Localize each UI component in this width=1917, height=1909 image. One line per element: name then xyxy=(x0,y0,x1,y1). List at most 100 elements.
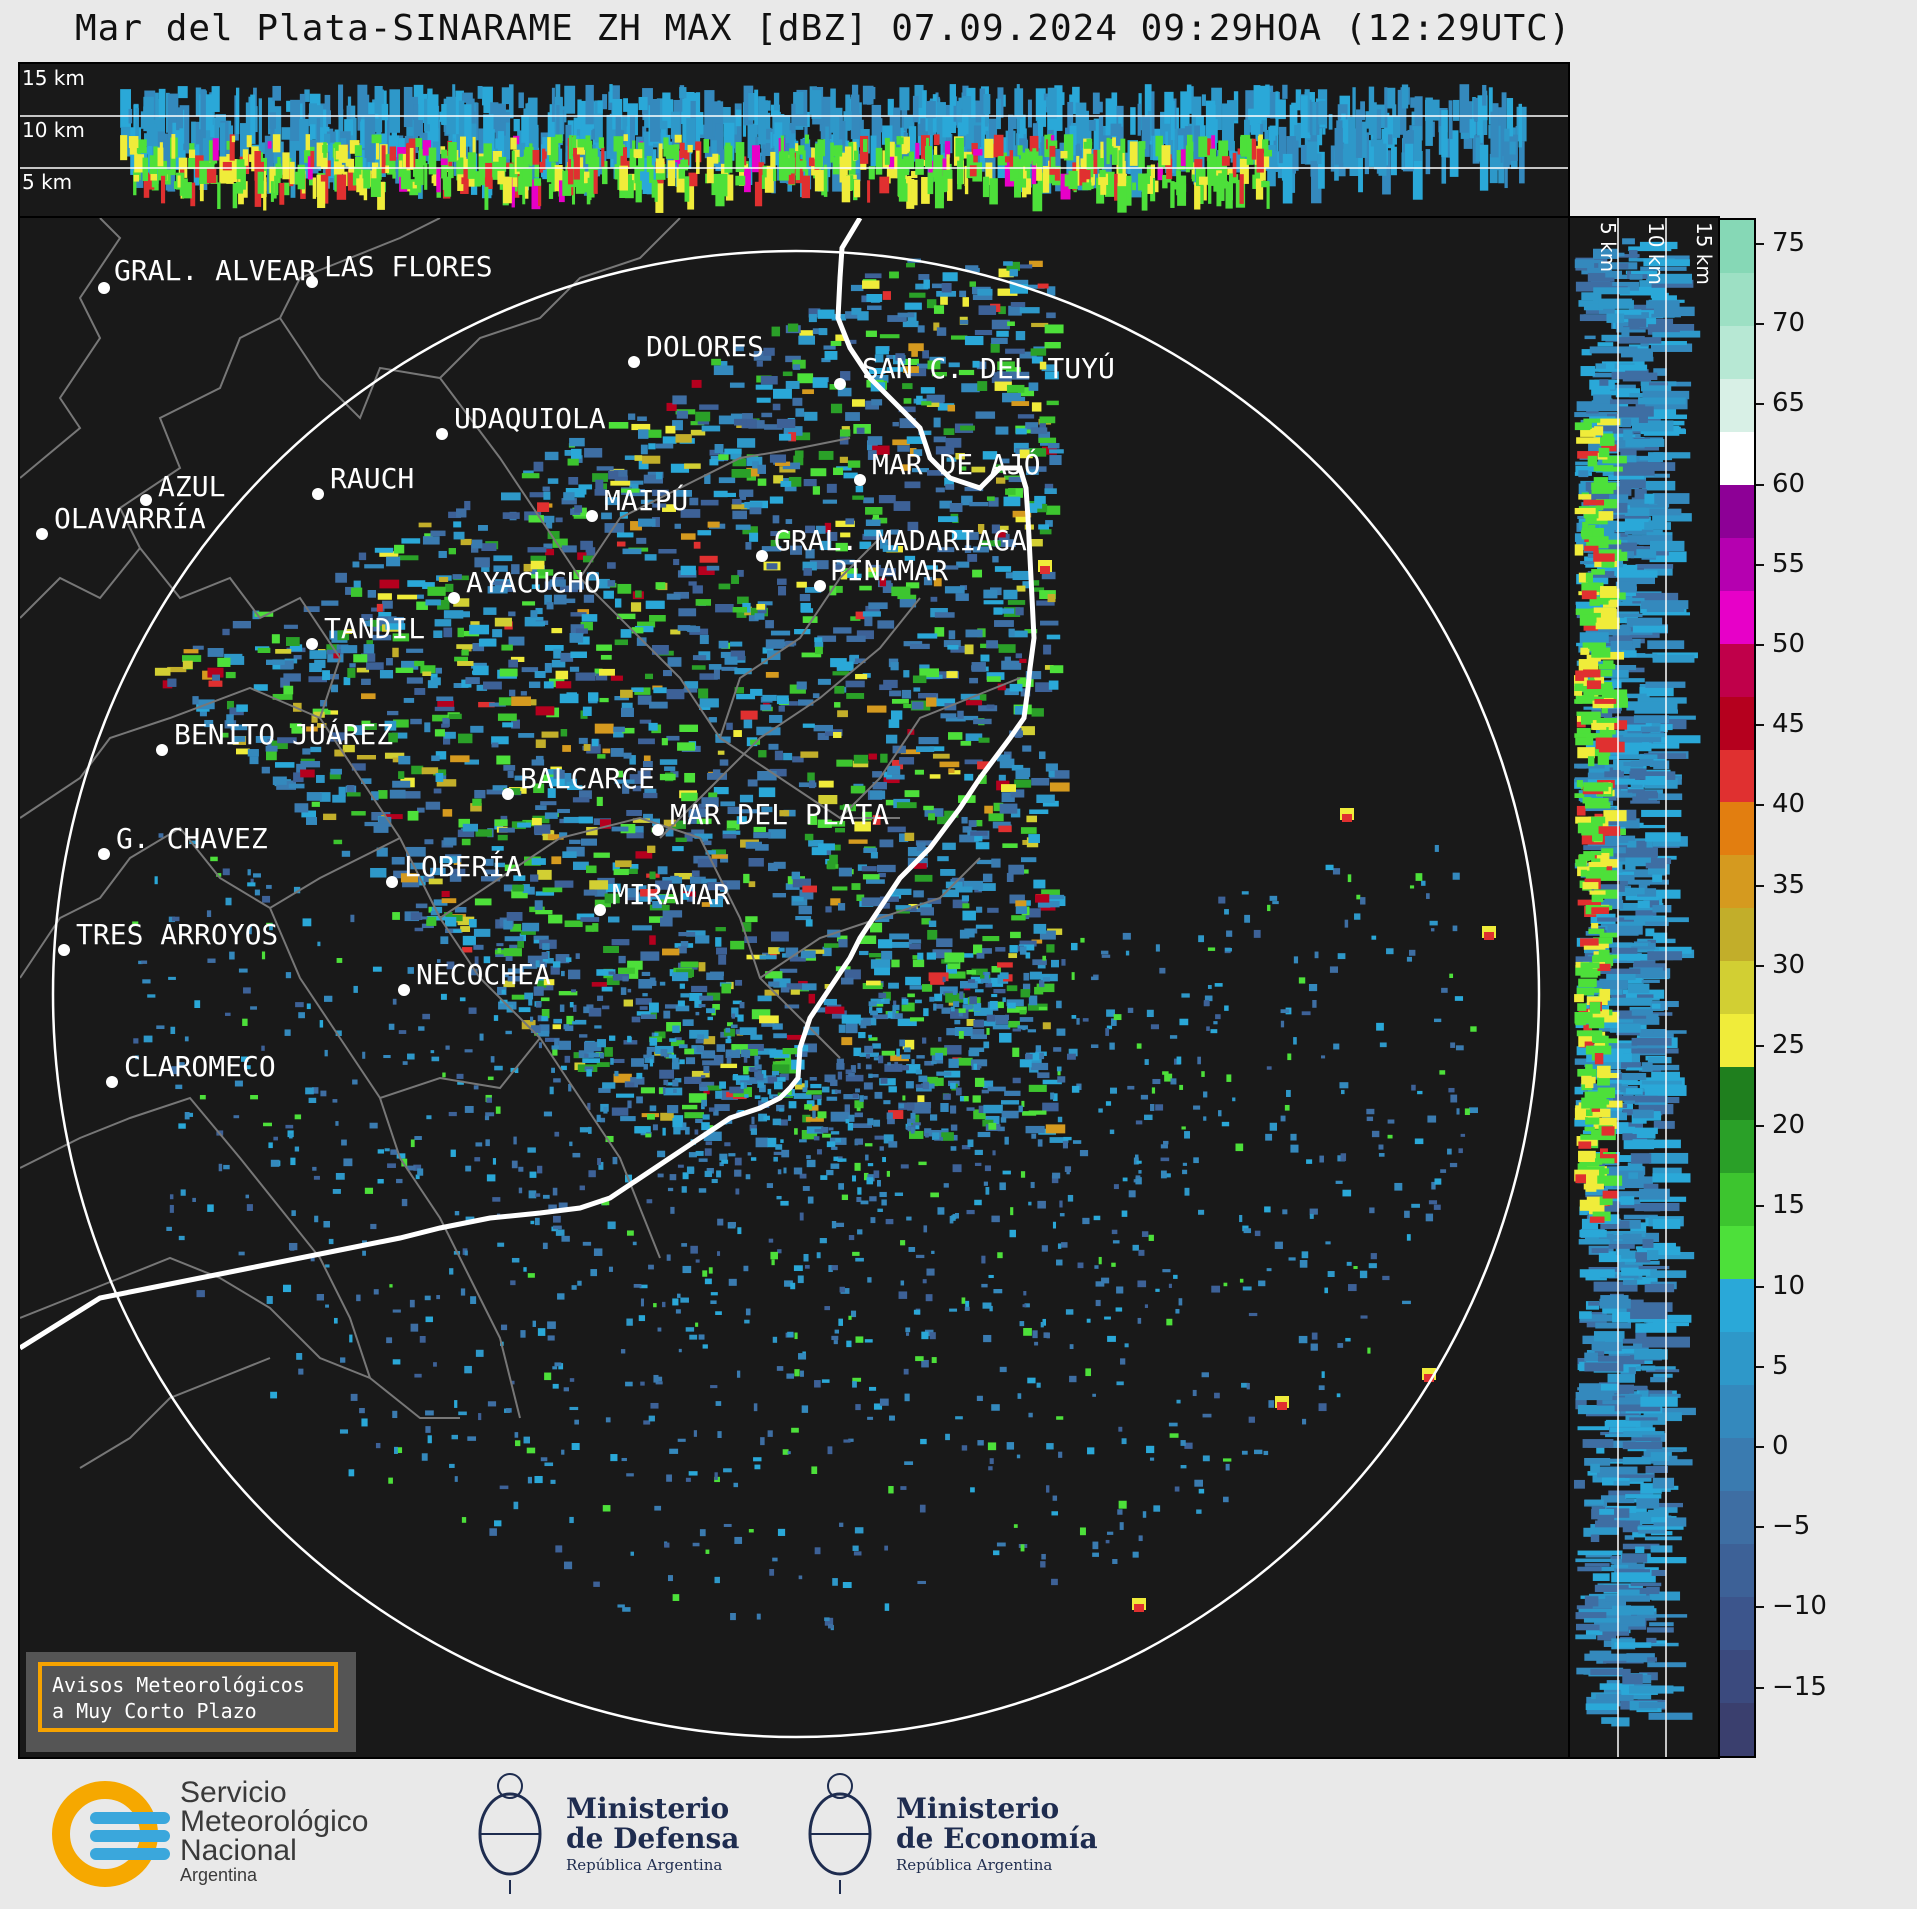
top-label-15km: 15 km xyxy=(22,66,85,90)
city-dot xyxy=(594,904,606,916)
city-dot xyxy=(98,848,110,860)
city-dot xyxy=(98,282,110,294)
colorbar-tick-label: −15 xyxy=(1756,1672,1827,1702)
city-marker: LOBERÍA xyxy=(386,849,522,888)
city-label: OLAVARRÍA xyxy=(54,501,206,535)
dbz-colorbar xyxy=(1718,218,1756,1758)
city-marker: CLAROMECO xyxy=(106,1050,276,1088)
city-marker: OLAVARRÍA xyxy=(36,501,206,540)
colorbar-segment xyxy=(1720,431,1754,485)
avisos-box: Avisos Meteorológicos a Muy Corto Plazo xyxy=(26,1652,356,1752)
defensa-line-1: Ministerio xyxy=(566,1792,730,1825)
city-label: RAUCH xyxy=(330,462,414,495)
colorbar-segment xyxy=(1720,1173,1754,1227)
city-label: G. CHAVEZ xyxy=(116,822,268,855)
top-cross-section-plot xyxy=(20,84,1568,213)
radar-map: GRAL. ALVEAR LAS FLORES DOLORES SAN C. DEL … xyxy=(20,218,1541,1739)
colorbar-segment xyxy=(1720,1596,1754,1650)
smn-line-4: Argentina xyxy=(180,1865,258,1885)
colorbar-tick-label: 10 xyxy=(1755,1271,1805,1301)
city-label: GRAL. MADARIAGA xyxy=(774,524,1027,557)
city-marker: BALCARCE xyxy=(502,762,655,800)
avisos-frame: Avisos Meteorológicos a Muy Corto Plazo xyxy=(38,1662,338,1732)
side-cross-section-panel: 5 km 10 km 15 km xyxy=(1568,216,1720,1759)
colorbar-segment xyxy=(1720,1226,1754,1280)
colorbar-segment xyxy=(1720,749,1754,803)
colorbar-tick-label: −5 xyxy=(1755,1511,1810,1541)
radar-range-ring xyxy=(51,249,1541,1739)
city-dot xyxy=(156,744,168,756)
colorbar-segment xyxy=(1720,1332,1754,1385)
smn-line-3: Nacional xyxy=(180,1834,297,1867)
city-dot xyxy=(628,356,640,368)
city-dot xyxy=(756,550,768,562)
coastline xyxy=(20,218,1037,1351)
side-label-5km: 5 km xyxy=(1596,222,1620,273)
page-title: Mar del Plata-SINARAME ZH MAX [dBZ] 07.0… xyxy=(75,8,1572,49)
city-markers: GRAL. ALVEAR LAS FLORES DOLORES SAN C. DEL … xyxy=(36,250,1115,1088)
city-dot xyxy=(448,592,460,604)
city-marker: GRAL. ALVEAR xyxy=(98,254,316,294)
city-marker: AZUL xyxy=(140,470,225,506)
colorbar-tick-label: 25 xyxy=(1755,1030,1805,1060)
city-dot xyxy=(502,788,514,800)
colorbar-segment xyxy=(1720,855,1754,909)
colorbar-tick-label: 0 xyxy=(1756,1431,1789,1461)
city-label: TANDIL xyxy=(324,612,425,645)
colorbar-segment xyxy=(1720,537,1754,591)
colorbar-tick-label: 50 xyxy=(1755,629,1805,659)
colorbar-segment xyxy=(1720,1279,1754,1333)
colorbar-segment xyxy=(1720,590,1754,644)
colorbar-segment xyxy=(1720,1543,1754,1597)
city-marker: UDAQUIOLA xyxy=(436,402,606,440)
city-label: LAS FLORES xyxy=(324,250,493,283)
colorbar-tick-label: 70 xyxy=(1755,308,1805,338)
city-label: AZUL xyxy=(158,470,225,503)
top-label-10km: 10 km xyxy=(22,118,85,142)
city-marker: BENITO JUÁREZ xyxy=(156,717,393,756)
city-dot xyxy=(306,276,318,288)
city-label: UDAQUIOLA xyxy=(454,402,606,435)
city-marker: NECOCHEA xyxy=(398,958,551,996)
defensa-line-3: República Argentina xyxy=(566,1856,723,1874)
colorbar-tick-label: 65 xyxy=(1755,388,1805,418)
city-marker: DOLORES xyxy=(628,330,764,368)
colorbar-tick-label: 55 xyxy=(1755,549,1805,579)
top-cross-section-panel: 15 km 10 km 5 km xyxy=(18,62,1570,218)
city-dot xyxy=(58,944,70,956)
city-marker: PINAMAR xyxy=(814,554,948,592)
district-boundaries xyxy=(20,218,1021,1469)
colorbar-segment xyxy=(1720,802,1754,856)
colorbar-tick-label: 60 xyxy=(1755,469,1805,499)
smn-logo: Servicio Meteorológico Nacional Argentin… xyxy=(50,1778,410,1888)
city-label: LOBERÍA xyxy=(404,849,522,883)
reflectivity-echoes xyxy=(132,258,1496,1631)
coat-of-arms-icon xyxy=(478,1773,542,1894)
colorbar-tick-label: 20 xyxy=(1755,1110,1805,1140)
defensa-line-2: de Defensa xyxy=(566,1822,740,1855)
city-dot xyxy=(36,528,48,540)
colorbar-tick-label: −10 xyxy=(1756,1591,1827,1621)
city-marker: MIRAMAR xyxy=(594,878,730,916)
colorbar-segment xyxy=(1720,643,1754,697)
colorbar-segment xyxy=(1720,378,1754,432)
city-label: NECOCHEA xyxy=(416,958,551,991)
city-marker: TANDIL xyxy=(306,612,425,650)
city-label: MAIPÚ xyxy=(604,483,688,517)
colorbar-segment xyxy=(1720,1702,1754,1756)
side-cross-section-plot xyxy=(1574,218,1701,1757)
city-dot xyxy=(586,510,598,522)
city-marker: MAR DEL PLATA xyxy=(652,798,889,836)
colorbar-segment xyxy=(1720,325,1754,379)
colorbar-tick-label: 45 xyxy=(1755,709,1805,739)
city-label: PINAMAR xyxy=(830,554,948,587)
city-label: MAR DEL PLATA xyxy=(670,798,889,831)
city-label: MAR DE AJÓ xyxy=(872,447,1041,481)
economia-line-2: de Economía xyxy=(896,1822,1098,1855)
coat-of-arms-icon xyxy=(808,1773,872,1894)
colorbar-segment xyxy=(1720,696,1754,750)
city-label: GRAL. ALVEAR xyxy=(114,254,316,287)
colorbar-segment xyxy=(1720,1437,1754,1491)
city-label: TRES ARROYOS xyxy=(76,918,278,951)
colorbar-tick-label: 35 xyxy=(1755,870,1805,900)
